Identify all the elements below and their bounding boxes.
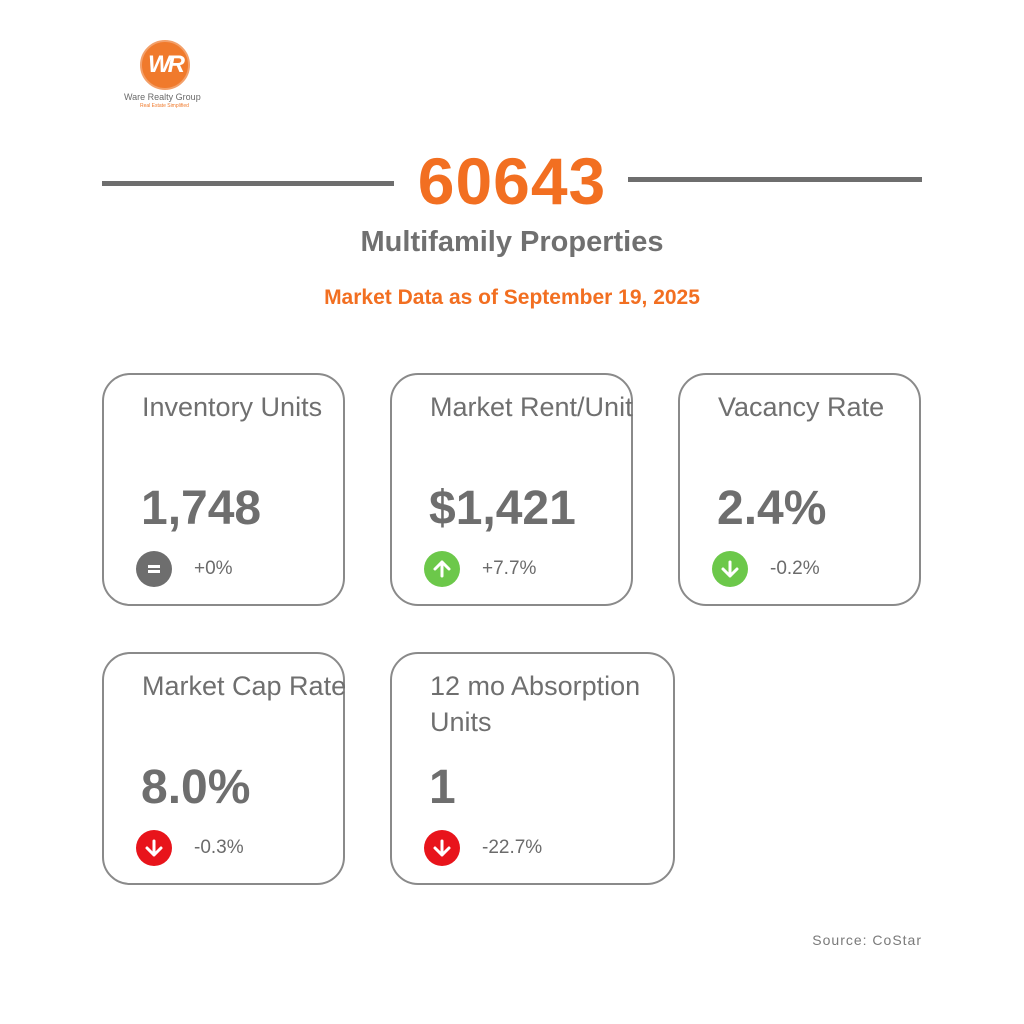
zip-code: 60643	[417, 144, 607, 218]
page-subtitle: Market Data as of September 19, 2025	[324, 286, 700, 309]
card-value: 2.4%	[717, 482, 827, 535]
title-rule-left	[102, 181, 394, 186]
card-change: -22.7%	[482, 837, 543, 858]
card-value: 1,748	[141, 482, 262, 535]
card-change: +7.7%	[482, 558, 537, 579]
card-change: -0.3%	[194, 837, 244, 858]
title-rule-right	[628, 177, 922, 182]
stat-card-vacancy-rate: Vacancy Rate 2.4% -0.2%	[678, 373, 921, 606]
card-label: Vacancy Rate	[718, 392, 885, 422]
card-label: Inventory Units	[142, 392, 323, 422]
card-change: -0.2%	[770, 558, 820, 579]
brand-tagline: Real Estate Simplified	[140, 103, 189, 109]
card-label: 12 mo Absorption Units	[430, 671, 641, 737]
equals-icon	[136, 551, 172, 587]
stat-card-absorption-units: 12 mo Absorption Units 1 -22.7%	[390, 652, 675, 885]
card-value: 8.0%	[141, 761, 251, 814]
page-title: Multifamily Properties	[360, 226, 664, 258]
logo-mark: WR	[140, 40, 190, 90]
card-label: Market Rent/Unit	[430, 392, 633, 422]
arrow-down-icon	[424, 830, 460, 866]
card-value: 1	[429, 761, 456, 814]
brand-name: Ware Realty Group	[124, 92, 201, 102]
arrow-up-icon	[424, 551, 460, 587]
stat-card-inventory-units: Inventory Units 1,748 +0%	[102, 373, 345, 606]
arrow-down-icon	[712, 551, 748, 587]
card-label: Market Cap Rate	[142, 671, 347, 701]
source-note: Source: CoStar	[812, 932, 922, 948]
card-change: +0%	[194, 558, 233, 579]
card-value: $1,421	[429, 482, 576, 535]
arrow-down-icon	[136, 830, 172, 866]
stat-card-market-rent: Market Rent/Unit $1,421 +7.7%	[390, 373, 633, 606]
brand-logo: WR Ware Realty Group Real Estate Simplif…	[118, 40, 218, 110]
stat-card-market-cap-rate: Market Cap Rate 8.0% -0.3%	[102, 652, 346, 885]
